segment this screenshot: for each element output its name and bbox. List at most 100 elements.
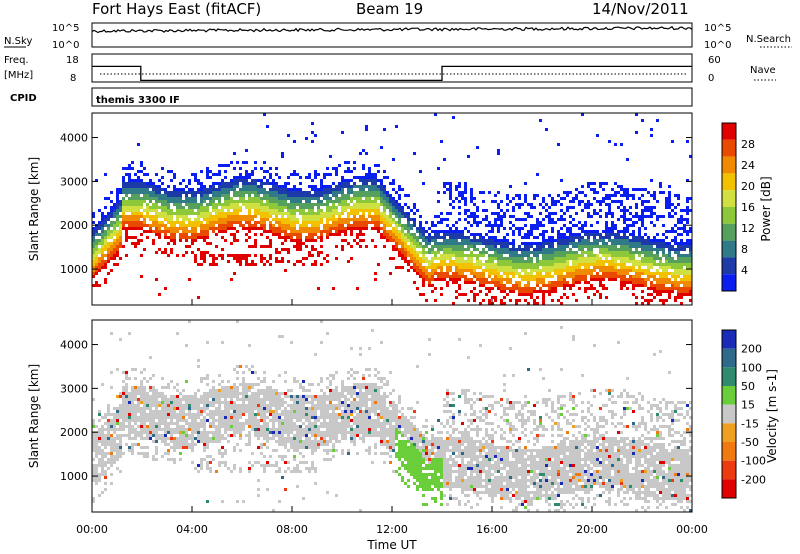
heatmap-cell (299, 197, 302, 200)
heatmap-cell (386, 224, 389, 227)
power-ylabel: Slant Range [km] (27, 157, 41, 261)
heatmap-cell (605, 248, 608, 251)
heatmap-cell (152, 239, 155, 242)
heatmap-cell (170, 431, 173, 434)
heatmap-cell (452, 275, 455, 278)
heatmap-cell (470, 251, 473, 254)
heatmap-cell (128, 446, 131, 449)
heatmap-cell (533, 242, 536, 245)
heatmap-cell (530, 206, 533, 209)
heatmap-cell (371, 188, 374, 191)
heatmap-cell (101, 467, 104, 470)
heatmap-cell (644, 239, 647, 242)
heatmap-cell (236, 221, 239, 224)
heatmap-cell (527, 284, 530, 287)
heatmap-cell (683, 263, 686, 266)
heatmap-cell (224, 224, 227, 227)
heatmap-cell (497, 272, 500, 275)
heatmap-cell (308, 254, 311, 257)
heatmap-cell (452, 278, 455, 281)
heatmap-cell (437, 191, 440, 194)
heatmap-cell (275, 251, 278, 254)
heatmap-cell (383, 170, 386, 173)
heatmap-cell (116, 239, 119, 242)
heatmap-cell (374, 188, 377, 191)
heatmap-cell (341, 227, 344, 230)
heatmap-cell (239, 191, 242, 194)
heatmap-cell (356, 206, 359, 209)
heatmap-cell (170, 437, 173, 440)
heatmap-cell (392, 188, 395, 191)
heatmap-cell (281, 230, 284, 233)
heatmap-cell (326, 233, 329, 236)
heatmap-cell (464, 269, 467, 272)
heatmap-cell (407, 206, 410, 209)
heatmap-cell (236, 176, 239, 179)
heatmap-cell (227, 185, 230, 188)
heatmap-cell (641, 260, 644, 263)
heatmap-cell (134, 428, 137, 431)
heatmap-cell (164, 197, 167, 200)
heatmap-cell (689, 260, 692, 263)
heatmap-cell (629, 239, 632, 242)
heatmap-cell (203, 437, 206, 440)
heatmap-cell (290, 239, 293, 242)
heatmap-cell (404, 203, 407, 206)
heatmap-cell (560, 284, 563, 287)
heatmap-cell (545, 209, 548, 212)
heatmap-cell (158, 428, 161, 431)
heatmap-cell (311, 218, 314, 221)
heatmap-cell (455, 248, 458, 251)
heatmap-cell (509, 227, 512, 230)
heatmap-cell (152, 218, 155, 221)
heatmap-cell (455, 239, 458, 242)
heatmap-cell (122, 245, 125, 248)
heatmap-cell (650, 260, 653, 263)
heatmap-cell (326, 191, 329, 194)
heatmap-cell (536, 173, 539, 176)
heatmap-cell (401, 206, 404, 209)
heatmap-cell (578, 281, 581, 284)
heatmap-cell (320, 230, 323, 233)
heatmap-cell (152, 188, 155, 191)
heatmap-cell (269, 215, 272, 218)
heatmap-cell (146, 434, 149, 437)
heatmap-cell (161, 455, 164, 458)
heatmap-cell (227, 215, 230, 218)
heatmap-cell (314, 233, 317, 236)
heatmap-cell (248, 209, 251, 212)
heatmap-cell (500, 275, 503, 278)
heatmap-cell (677, 248, 680, 251)
heatmap-cell (95, 437, 98, 440)
heatmap-cell (611, 221, 614, 224)
heatmap-cell (239, 254, 242, 257)
heatmap-cell (623, 239, 626, 242)
heatmap-cell (440, 230, 443, 233)
heatmap-cell (359, 227, 362, 230)
heatmap-cell (140, 431, 143, 434)
heatmap-cell (371, 200, 374, 203)
heatmap-cell (401, 239, 404, 242)
heatmap-cell (119, 452, 122, 455)
heatmap-cell (341, 191, 344, 194)
heatmap-cell (635, 263, 638, 266)
heatmap-cell (494, 221, 497, 224)
heatmap-cell (539, 221, 542, 224)
heatmap-cell (185, 434, 188, 437)
heatmap-cell (128, 182, 131, 185)
heatmap-cell (443, 242, 446, 245)
heatmap-cell (215, 191, 218, 194)
heatmap-cell (329, 212, 332, 215)
heatmap-cell (563, 287, 566, 290)
heatmap-cell (137, 227, 140, 230)
heatmap-cell (440, 293, 443, 296)
heatmap-cell (155, 410, 158, 413)
heatmap-cell (449, 212, 452, 215)
heatmap-cell (563, 251, 566, 254)
heatmap-cell (185, 230, 188, 233)
heatmap-cell (335, 221, 338, 224)
heatmap-cell (554, 200, 557, 203)
heatmap-cell (671, 260, 674, 263)
heatmap-cell (170, 248, 173, 251)
heatmap-cell (140, 380, 143, 383)
